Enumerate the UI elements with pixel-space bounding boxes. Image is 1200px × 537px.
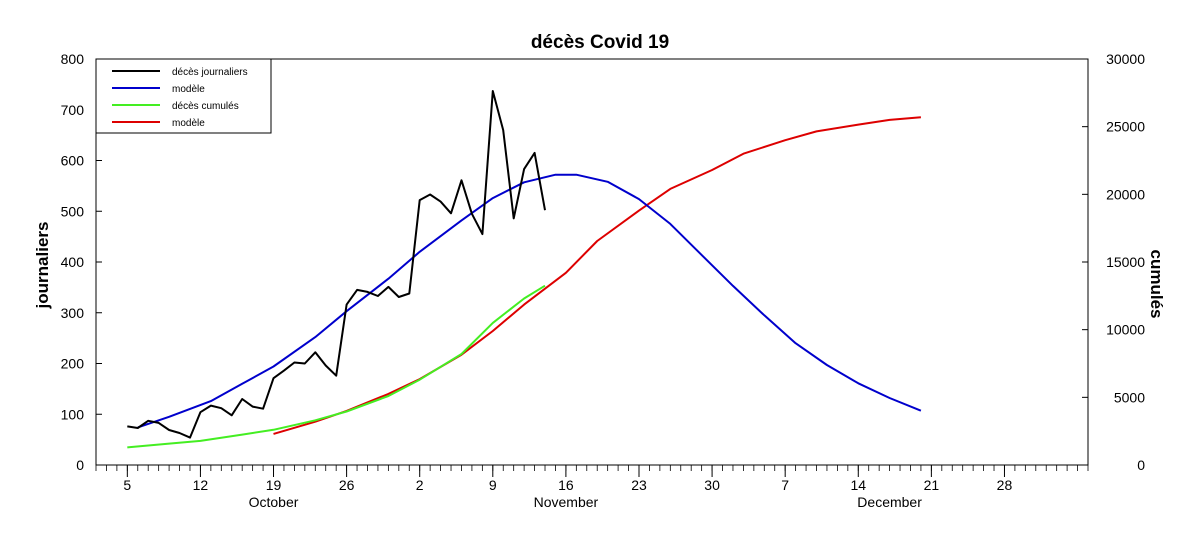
x-tick-label: 28	[997, 477, 1013, 493]
y-tick-label: 800	[61, 51, 85, 67]
x-tick-label: 21	[924, 477, 940, 493]
y-tick-label: 700	[61, 102, 85, 118]
y2-axis-label: cumulés	[1147, 250, 1166, 319]
legend-label: modèle	[172, 118, 205, 129]
y-tick-label: 0	[76, 457, 84, 473]
y2-tick-label: 25000	[1106, 119, 1145, 135]
legend-label: décès journaliers	[172, 67, 248, 78]
x-tick-label: 30	[704, 477, 720, 493]
x-tick-label: 16	[558, 477, 574, 493]
series-line-1	[137, 173, 922, 429]
series-lines	[127, 90, 922, 449]
y2-tick-label: 20000	[1106, 186, 1145, 202]
x-axis-ticks: 5 12 19 26 2 9 16 23 30 7 14 21 28	[95, 465, 1089, 493]
x-month-label: November	[534, 494, 599, 510]
x-tick-label: 7	[781, 477, 789, 493]
y-tick-label: 300	[61, 305, 85, 321]
y2-tick-label: 15000	[1106, 254, 1145, 270]
chart-title: décès Covid 19	[531, 32, 669, 53]
y-axis-ticks: 0 100 200 300 400 500 600 700 800	[61, 51, 102, 473]
legend-label: modèle	[172, 84, 205, 95]
x-tick-label: 14	[850, 477, 866, 493]
y-axis-label: journaliers	[33, 222, 52, 310]
y-tick-label: 500	[61, 203, 85, 219]
x-tick-label: 26	[339, 477, 355, 493]
legend: décès journaliers modèle décès cumulés modè…	[95, 58, 272, 134]
series-line-3	[273, 116, 921, 435]
x-axis-months: October November December	[249, 494, 923, 510]
series-line-0	[127, 90, 546, 439]
y-tick-label: 200	[61, 356, 85, 372]
y-tick-label: 600	[61, 153, 85, 169]
x-tick-label: 9	[489, 477, 497, 493]
x-month-label: October	[249, 494, 299, 510]
y-tick-label: 100	[61, 406, 85, 422]
y2-axis-ticks: 0 5000 10000 15000 20000 25000 30000	[1082, 51, 1145, 473]
x-tick-label: 19	[266, 477, 282, 493]
x-tick-label: 2	[416, 477, 424, 493]
series-line-2	[127, 284, 546, 449]
x-tick-label: 5	[123, 477, 131, 493]
x-tick-label: 12	[193, 477, 209, 493]
legend-label: décès cumulés	[172, 101, 239, 112]
x-tick-label: 23	[631, 477, 647, 493]
x-month-label: December	[857, 494, 922, 510]
y2-tick-label: 30000	[1106, 51, 1145, 67]
y2-tick-label: 10000	[1106, 322, 1145, 338]
y-tick-label: 400	[61, 254, 85, 270]
y2-tick-label: 0	[1137, 457, 1145, 473]
y2-tick-label: 5000	[1114, 389, 1145, 405]
